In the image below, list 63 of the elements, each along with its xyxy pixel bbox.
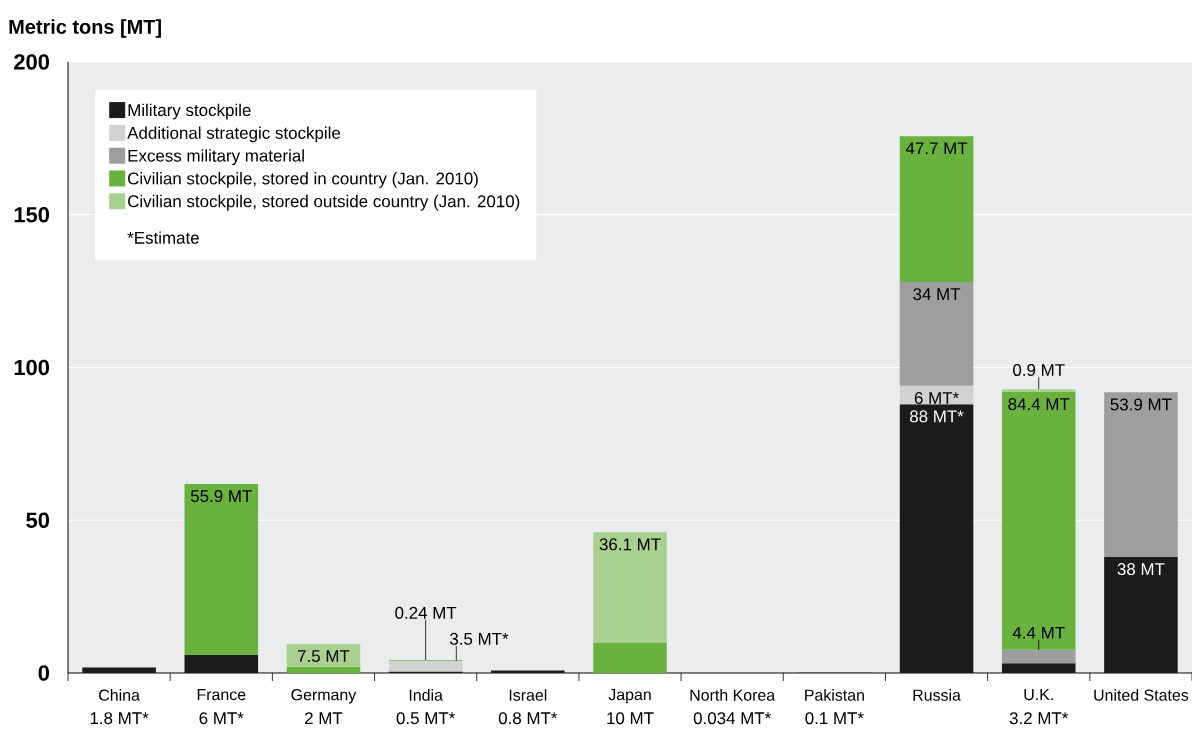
data-label: 0.9 MT xyxy=(1013,363,1065,376)
x-tick-label: India xyxy=(409,689,443,701)
y-axis-title: Metric tons [MT] xyxy=(9,19,161,38)
data-label: 0.8 MT* xyxy=(498,712,558,725)
bar xyxy=(1104,392,1178,557)
x-tick-label: France xyxy=(197,689,246,701)
data-label: 7.5 MT xyxy=(297,650,350,662)
data-label: 2 MT xyxy=(305,712,343,725)
legend-label: Additional strategic stockpile xyxy=(127,126,341,143)
bar xyxy=(1001,391,1076,650)
data-label: 55.9 MT xyxy=(190,490,252,503)
x-tick-label: United States xyxy=(1094,689,1189,701)
x-tick-label: Israel xyxy=(509,689,547,701)
x-tick-label: Pakistan xyxy=(805,689,864,701)
x-tick-label: U.K. xyxy=(1024,689,1053,701)
x-tick-label: Germany xyxy=(291,689,357,704)
x-tick-label: North Korea xyxy=(690,689,776,701)
bar xyxy=(1001,649,1076,664)
bar xyxy=(1001,389,1076,392)
legend-label: Excess military material xyxy=(128,149,304,166)
bar xyxy=(286,666,361,673)
bar xyxy=(899,136,974,282)
annotation: *Estimate xyxy=(127,231,199,244)
data-label: 1.8 MT* xyxy=(90,712,149,725)
data-label: 6 MT* xyxy=(914,392,959,405)
data-label: 34 MT xyxy=(913,288,961,301)
data-label: 4.4 MT xyxy=(1012,626,1065,639)
y-tick-label: 50 xyxy=(26,512,50,528)
x-tick-label: Japan xyxy=(608,689,651,704)
x-tick-label: China xyxy=(99,689,140,701)
legend-label: Civilian stockpile, stored in country (Jan. 2010) xyxy=(128,172,478,188)
data-label: 3.2 MT* xyxy=(1009,712,1069,725)
data-label: 6 MT* xyxy=(199,712,244,725)
bar xyxy=(899,281,974,386)
legend-label: Military stockpile xyxy=(128,103,251,120)
bar xyxy=(593,532,667,643)
bar xyxy=(184,654,259,673)
data-label: 10 MT xyxy=(607,712,654,725)
bar xyxy=(1001,663,1076,673)
bar xyxy=(82,667,156,673)
data-label: 3.5 MT* xyxy=(449,632,509,645)
data-label: 0.034 MT* xyxy=(693,712,771,725)
data-label: 0.24 MT xyxy=(395,606,457,619)
bar xyxy=(286,643,361,667)
y-tick-label: 0 xyxy=(38,665,50,681)
bar xyxy=(388,660,463,672)
bar xyxy=(593,642,667,673)
y-tick-label: 200 xyxy=(14,54,50,70)
y-tick-label: 100 xyxy=(14,359,50,376)
x-tick-label: Russia xyxy=(913,689,961,701)
bar xyxy=(184,483,259,655)
data-label: 38 MT xyxy=(1117,563,1165,576)
bar xyxy=(1104,556,1178,673)
bar xyxy=(899,404,974,673)
data-label: 47.7 MT xyxy=(905,142,968,155)
data-label: 0.5 MT* xyxy=(396,712,456,725)
data-label: 0.1 MT* xyxy=(805,712,864,725)
y-tick-label: 150 xyxy=(14,206,50,223)
data-label: 36.1 MT xyxy=(599,538,661,551)
data-label: 88 MT* xyxy=(910,410,964,423)
data-label: 53.9 MT xyxy=(1110,398,1172,411)
legend-label: Civilian stockpile, stored outside country (Jan. 2010) xyxy=(128,194,520,211)
data-label: 84.4 MT xyxy=(1008,398,1070,411)
